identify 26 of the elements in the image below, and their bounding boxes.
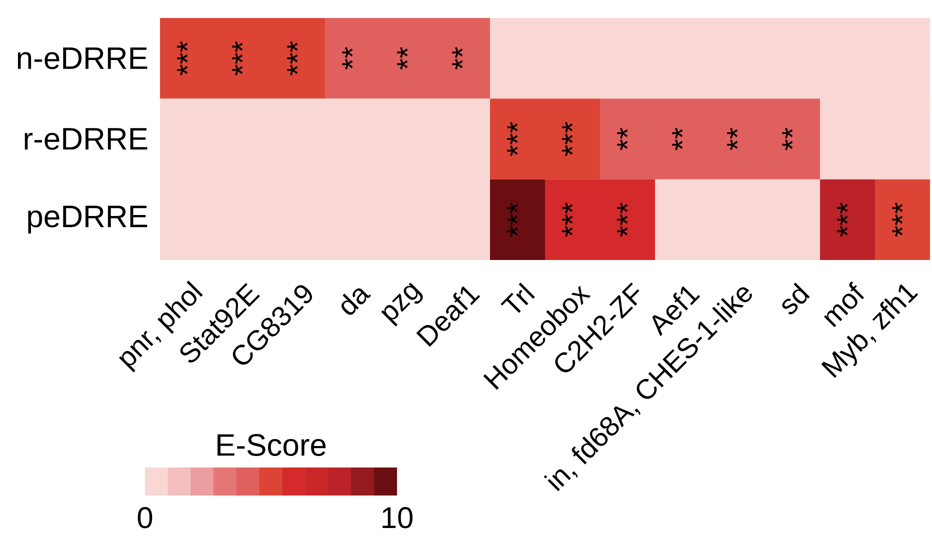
data-label: ** (672, 128, 683, 150)
data-label: *** (617, 202, 628, 237)
data-label: *** (287, 41, 298, 76)
x-tick-label: da (342, 288, 372, 315)
data-label: *** (507, 202, 518, 237)
y-tick-label: peDRRE (28, 206, 148, 234)
color-bar-label: 0 (138, 507, 152, 528)
data-label: *** (562, 122, 573, 156)
data-label: *** (562, 202, 573, 237)
data-label: ** (727, 128, 738, 150)
data-label: *** (177, 41, 188, 76)
x-tick-label: sd (782, 282, 810, 314)
color-bar-title: E-Score (218, 434, 326, 456)
data-label: ** (342, 47, 353, 70)
data-label: ** (397, 47, 408, 70)
data-label: ** (452, 47, 463, 70)
data-label: *** (232, 41, 243, 76)
data-label: *** (507, 122, 518, 156)
data-label: ** (617, 128, 628, 150)
color-bar-label: 10 (382, 507, 413, 528)
y-tick-label: n-eDRRE (18, 48, 148, 70)
data-label: ** (782, 128, 793, 150)
x-tick-label: mof (824, 281, 864, 328)
data-label: *** (892, 202, 903, 237)
y-tick-label: r-eDRRE (24, 128, 148, 150)
data-label: *** (837, 202, 848, 237)
